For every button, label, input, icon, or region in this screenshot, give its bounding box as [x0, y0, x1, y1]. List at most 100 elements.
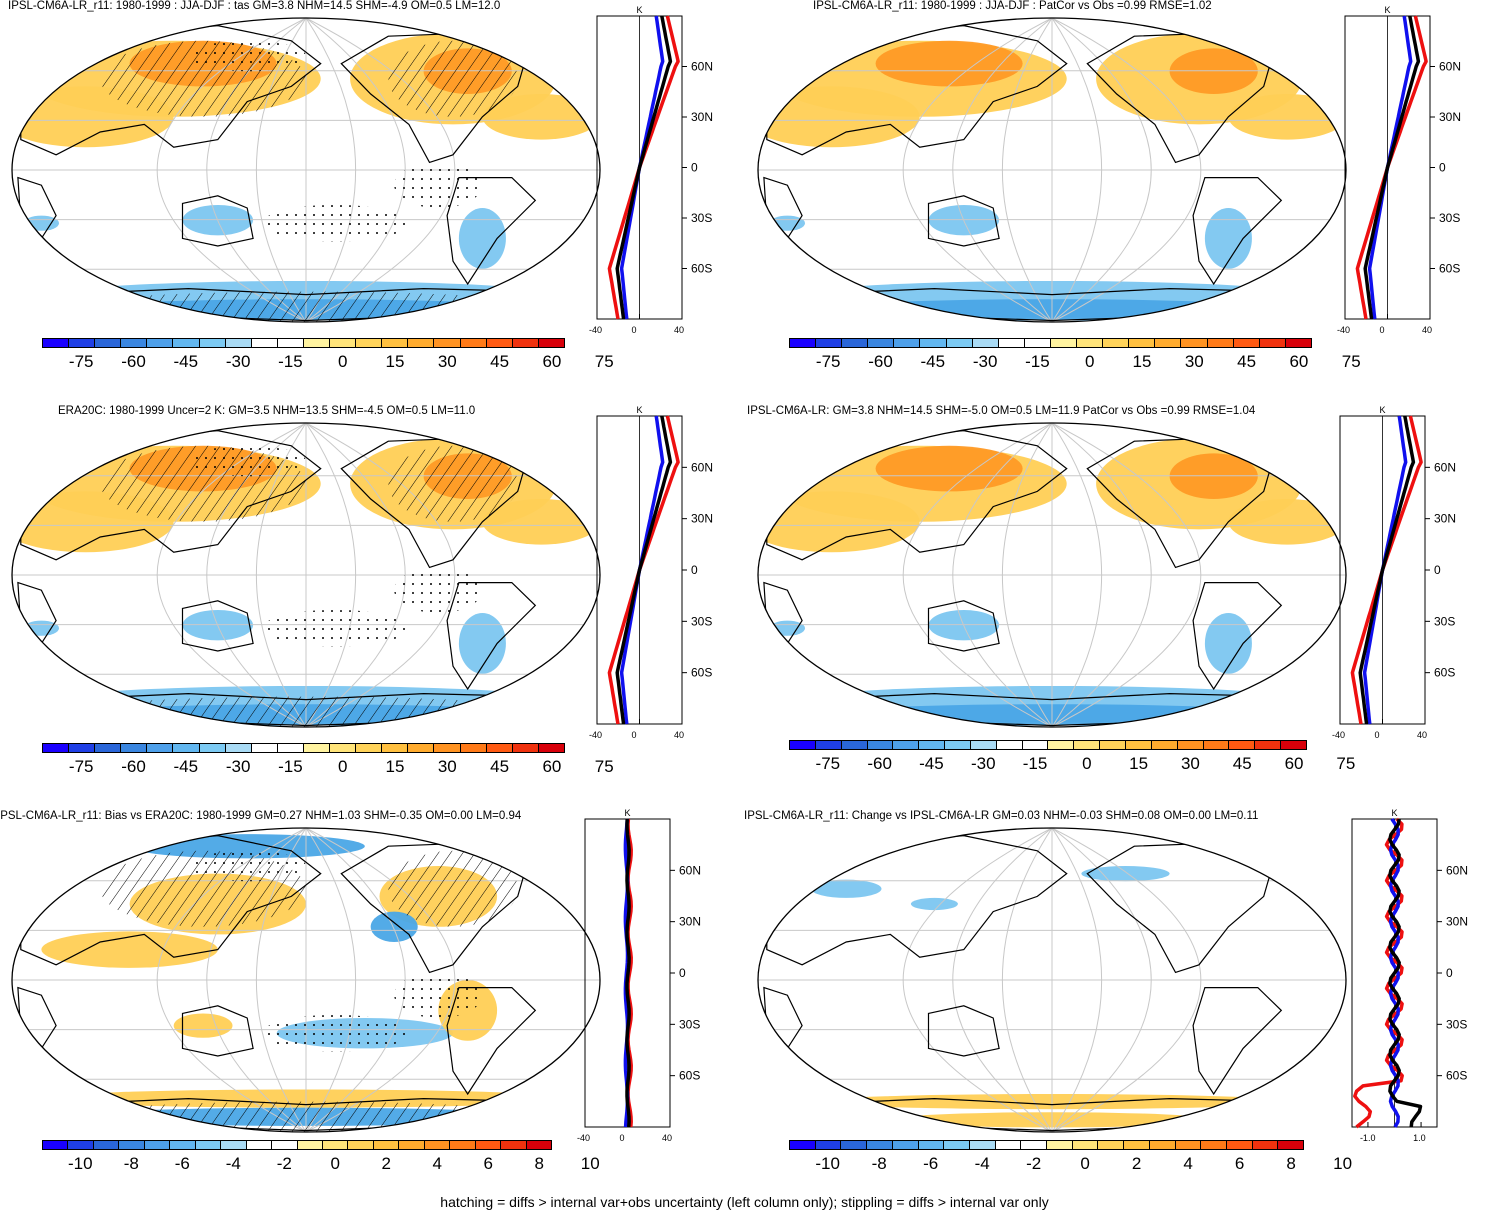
zonal-profile: K 60N 30N 0 30S 60S -40 0 40: [577, 808, 701, 1143]
lat-tick-label: 30N: [691, 110, 713, 124]
colorbar: [789, 1140, 1304, 1150]
profile-line: [607, 415, 680, 725]
unit-label: K: [637, 405, 643, 415]
colorbar-tick-label: 6: [483, 1154, 493, 1173]
colorbar-swatch: [841, 1141, 868, 1149]
graticule-meridian: [305, 18, 356, 322]
lat-tick-label: 30N: [679, 915, 701, 929]
colorbar-swatch: [1077, 339, 1104, 347]
colorbar-swatch: [1100, 741, 1126, 749]
unit-label: K: [625, 808, 631, 818]
profile-line: [1355, 15, 1428, 320]
profile-line: [1388, 818, 1400, 1128]
colorbar-swatch: [1181, 339, 1208, 347]
stippling: [394, 162, 483, 208]
x-tick-label: 40: [674, 730, 684, 740]
x-tick-label: 1.0: [1413, 1133, 1426, 1143]
colorbar-swatch: [1226, 1141, 1253, 1149]
colorbar-tick-label: 75: [594, 757, 614, 776]
shaded-region: [41, 931, 218, 968]
colorbar-swatch: [894, 339, 921, 347]
coastline: [927, 1005, 1000, 1057]
colorbar-tick-label: 10: [1333, 1154, 1353, 1173]
coastline: [927, 600, 1000, 652]
colorbar-swatch: [1177, 741, 1204, 749]
x-tick-label: 40: [662, 1133, 672, 1143]
stippling: [261, 609, 409, 647]
colorbar-swatch: [1229, 741, 1256, 749]
colorbar-swatch: [408, 339, 435, 347]
graticule-meridian: [305, 423, 356, 727]
colorbar-swatch: [1175, 1141, 1202, 1149]
colorbar-swatch: [841, 741, 868, 749]
colorbar-swatch: [1207, 339, 1234, 347]
world-map: [11, 422, 601, 728]
x-tick-label: 0: [1375, 730, 1380, 740]
lat-tick-label: 30S: [1446, 1017, 1467, 1031]
profile-line: [619, 15, 665, 320]
colorbar-swatch: [277, 339, 304, 347]
lat-tick-label: 30S: [691, 614, 712, 628]
colorbar-swatch: [1255, 741, 1282, 749]
graticule-meridian: [1002, 828, 1053, 1132]
lat-tick-label: 30S: [691, 211, 712, 225]
footnote: hatching = diffs > internal var+obs unce…: [440, 1194, 1049, 1210]
colorbar-tick-label: 4: [432, 1154, 442, 1173]
x-tick-label: -40: [589, 730, 602, 740]
colorbar-tick-label: -45: [173, 352, 199, 371]
colorbar-tick-label: 15: [385, 757, 405, 776]
colorbar-swatch: [1074, 741, 1101, 749]
colorbar-swatch: [996, 741, 1023, 749]
unit-label: K: [1392, 808, 1398, 818]
profile-line: [615, 415, 673, 725]
colorbar-swatch: [69, 339, 96, 347]
colorbar-tick-label: 2: [1131, 1154, 1142, 1173]
colorbar-swatch: [867, 1141, 893, 1149]
profile-line: [1353, 817, 1404, 1129]
profile-line: [615, 15, 673, 320]
colorbar-swatch: [538, 339, 564, 347]
x-tick-label: 0: [632, 730, 637, 740]
graticule-meridian: [902, 828, 1053, 1132]
colorbar-swatch: [972, 339, 999, 347]
shaded-region: [875, 445, 1023, 492]
graticule-meridian: [1002, 18, 1053, 322]
colorbar-tick-label: -30: [970, 754, 996, 773]
colorbar-tick-label: -30: [225, 352, 251, 371]
colorbar-swatch: [790, 741, 816, 749]
lat-tick-label: 30S: [679, 1017, 700, 1031]
colorbar-swatch: [322, 1141, 349, 1149]
x-tick-label: -1.0: [1360, 1133, 1376, 1143]
lat-tick-label: 30S: [1439, 211, 1460, 225]
x-tick-label: 0: [632, 325, 637, 335]
colorbar-swatch: [43, 339, 70, 347]
colorbar-swatch: [475, 1141, 502, 1149]
colorbar-tick-label: 0: [1084, 352, 1095, 371]
lat-tick-label: 60S: [1439, 262, 1460, 276]
colorbar-tick-label: -75: [68, 352, 94, 371]
colorbar-swatch: [408, 744, 435, 752]
lat-tick-label: 60S: [691, 262, 712, 276]
colorbar: [42, 1140, 552, 1150]
colorbar-swatch: [970, 741, 997, 749]
profile-line: [1388, 818, 1423, 1128]
map-field: [758, 18, 1346, 322]
colorbar-swatch: [816, 339, 843, 347]
hatching: [388, 40, 518, 117]
colorbar-tick-label: 45: [1237, 352, 1257, 371]
colorbar-tick-label: -8: [123, 1154, 139, 1173]
colorbar-tick-label: -15: [278, 352, 303, 371]
colorbar-tick-label: -6: [923, 1154, 939, 1173]
colorbar-tick-label: -45: [919, 754, 944, 773]
shaded-region: [1228, 499, 1346, 545]
shaded-region: [1169, 48, 1258, 94]
colorbar-swatch: [170, 1141, 196, 1149]
graticule-meridian: [1051, 18, 1102, 322]
colorbar-tick-label: -2: [276, 1154, 292, 1173]
colorbar-swatch: [399, 1141, 425, 1149]
colorbar-swatch: [382, 339, 409, 347]
colorbar-swatch: [272, 1141, 298, 1149]
x-tick-label: 40: [1417, 730, 1427, 740]
colorbar-tick-label: 30: [437, 757, 457, 776]
hatching: [388, 445, 518, 522]
